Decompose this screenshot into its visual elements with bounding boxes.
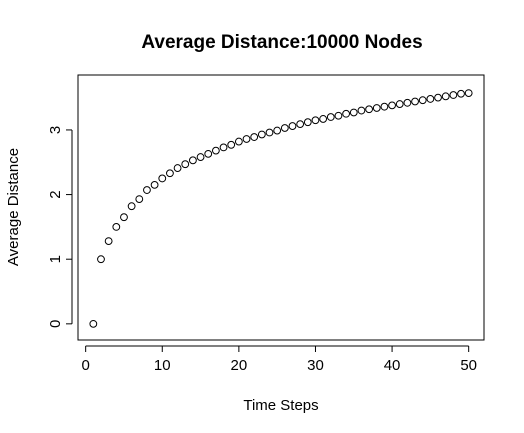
data-point <box>457 89 465 98</box>
data-point <box>326 113 335 121</box>
data-point <box>257 130 266 139</box>
data-point <box>380 102 389 111</box>
data-point <box>280 124 289 132</box>
data-point <box>242 135 251 143</box>
data-point <box>219 143 228 152</box>
data-point <box>158 174 167 183</box>
data-point <box>227 140 236 149</box>
data-point <box>342 109 351 118</box>
data-point <box>196 153 205 161</box>
data-point <box>434 93 442 102</box>
plot-frame <box>77 74 485 341</box>
data-point <box>349 108 358 117</box>
data-points <box>89 89 473 328</box>
data-point <box>303 118 312 127</box>
data-point <box>127 202 136 211</box>
x-axis-label: Time Steps <box>243 397 318 414</box>
x-tick-label: 0 <box>81 357 89 374</box>
x-tick-label: 20 <box>231 357 248 374</box>
x-tick-label: 50 <box>460 357 477 374</box>
data-point <box>97 255 105 264</box>
data-point <box>464 89 473 97</box>
data-point <box>357 106 366 115</box>
data-point <box>234 137 243 146</box>
data-point <box>181 160 190 169</box>
data-point <box>403 98 412 107</box>
data-point <box>296 120 305 129</box>
data-point <box>441 92 450 101</box>
data-point <box>150 180 159 189</box>
data-point <box>173 164 182 172</box>
data-point <box>365 105 373 114</box>
y-tick-label: 2 <box>47 190 64 198</box>
data-point <box>265 128 274 137</box>
data-point <box>204 149 213 158</box>
data-point <box>334 111 343 120</box>
data-point <box>311 116 320 125</box>
data-point <box>372 104 381 112</box>
data-point <box>273 126 282 135</box>
data-point <box>143 186 151 194</box>
data-point <box>120 213 128 222</box>
data-point <box>395 100 404 108</box>
chart-title: Average Distance:10000 Nodes <box>141 32 422 53</box>
data-point <box>411 97 419 106</box>
data-point <box>211 146 220 155</box>
data-point <box>135 195 144 203</box>
y-axis: 0 1 2 3 <box>47 126 73 328</box>
data-point <box>166 169 174 178</box>
x-tick-label: 10 <box>154 357 171 374</box>
data-point <box>418 96 427 105</box>
x-axis: 0 10 20 30 40 50 <box>81 345 477 374</box>
y-tick-label: 3 <box>47 126 64 134</box>
data-point <box>388 101 396 110</box>
x-tick-label: 40 <box>384 357 401 374</box>
data-point <box>449 91 458 99</box>
y-tick-label: 0 <box>47 320 64 328</box>
y-tick-label: 1 <box>47 255 64 263</box>
data-point <box>189 156 197 165</box>
y-axis-label: Average Distance <box>5 148 22 266</box>
data-point <box>288 122 297 130</box>
data-point <box>250 133 259 141</box>
data-point <box>104 237 113 246</box>
data-point <box>319 115 328 123</box>
data-point <box>89 319 98 328</box>
x-tick-label: 30 <box>307 357 324 374</box>
data-point <box>426 95 435 103</box>
data-point <box>112 222 121 231</box>
